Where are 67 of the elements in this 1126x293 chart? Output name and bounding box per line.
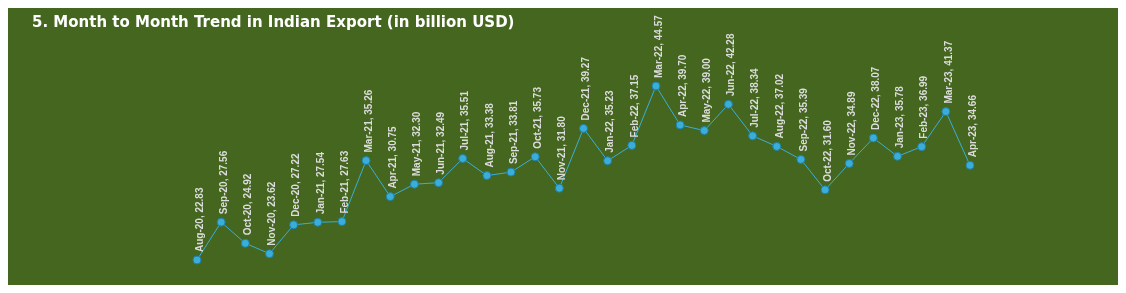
point [192, 255, 202, 265]
data-label: Oct-21, 35.73 [531, 86, 543, 149]
data-label: Mar-21, 35.26 [362, 89, 374, 153]
point [699, 126, 709, 136]
point [675, 120, 685, 130]
point [627, 140, 637, 150]
point [579, 123, 588, 133]
point [337, 217, 347, 227]
data-label: Apr-21, 30.75 [387, 125, 398, 189]
point [965, 160, 975, 170]
chart-title: 5. Month to Month Trend in Indian Export (in billion USD) [32, 13, 515, 32]
point [409, 179, 419, 189]
data-label: May-21, 32.30 [411, 111, 423, 177]
point [941, 107, 951, 117]
point [506, 167, 516, 177]
data-label: Sep-20, 27.56 [217, 150, 229, 215]
data-label: Jul-21, 35.51 [459, 90, 471, 151]
point [820, 185, 830, 195]
point [240, 238, 250, 248]
point [482, 171, 492, 181]
point [748, 131, 758, 141]
data-label: Nov-21, 31.80 [556, 115, 568, 181]
point [603, 156, 613, 166]
point [313, 217, 323, 227]
data-label: Jun-22, 42.28 [725, 33, 737, 97]
point [868, 133, 878, 143]
data-label: Jan-22, 35.23 [604, 90, 616, 153]
point [530, 152, 540, 162]
data-label: Jun-21, 32.49 [435, 111, 447, 175]
point [385, 192, 395, 202]
data-label: Sep-22, 35.39 [797, 87, 809, 152]
data-label: Dec-22, 38.07 [870, 66, 882, 131]
point [458, 154, 468, 164]
point [554, 183, 564, 193]
data-label: Oct-22, 31.60 [821, 119, 833, 182]
data-label: Feb-22, 37.15 [628, 74, 640, 138]
data-label: Dec-20, 27.22 [290, 153, 302, 217]
point [289, 220, 299, 230]
data-label: Apr-22, 39.70 [676, 54, 688, 117]
point [651, 81, 661, 91]
data-label: Jan-23, 35.78 [894, 85, 906, 149]
data-label: Aug-20, 22.83 [193, 187, 205, 252]
data-label: Feb-23, 36.99 [918, 75, 930, 139]
data-label: Nov-20, 23.62 [266, 181, 278, 246]
point [772, 141, 782, 151]
data-label: Aug-21, 33.38 [483, 102, 495, 168]
data-label: Mar-22, 44.57 [652, 14, 664, 78]
data-label: Mar-23, 41.37 [942, 40, 954, 104]
data-label: Sep-21, 33.81 [507, 100, 519, 165]
data-label: May-22, 39.00 [701, 57, 713, 123]
point [216, 217, 226, 227]
data-label: Aug-22, 37.02 [773, 73, 785, 139]
point [434, 178, 444, 188]
point [796, 154, 806, 164]
point [723, 99, 733, 109]
data-label: Nov-22, 34.89 [845, 91, 857, 156]
data-label: Apr-23, 34.66 [966, 94, 978, 158]
data-label: Jul-22, 38.34 [749, 67, 761, 128]
point [917, 142, 927, 152]
data-label: Jan-21, 27.54 [314, 151, 326, 215]
data-label: Oct-20, 24.92 [242, 173, 254, 236]
point [361, 156, 371, 166]
data-label: Dec-21, 39.27 [580, 56, 592, 121]
data-label: Feb-21, 27.63 [338, 150, 350, 214]
point [893, 151, 903, 161]
point [264, 249, 274, 259]
point [844, 158, 854, 168]
